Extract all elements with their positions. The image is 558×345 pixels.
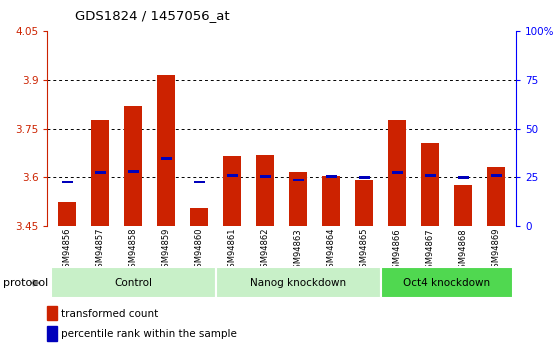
Bar — [227, 174, 238, 177]
Text: Nanog knockdown: Nanog knockdown — [250, 278, 347, 288]
Bar — [289, 172, 307, 226]
Bar — [128, 170, 138, 173]
Text: GSM94860: GSM94860 — [195, 228, 204, 274]
Bar — [47, 326, 56, 341]
Bar — [58, 201, 76, 226]
Bar — [359, 176, 369, 179]
Text: protocol: protocol — [3, 278, 48, 288]
Bar — [260, 175, 271, 178]
Bar — [388, 120, 406, 226]
Bar — [256, 155, 275, 226]
Text: GSM94864: GSM94864 — [327, 228, 336, 274]
Text: GSM94862: GSM94862 — [261, 228, 270, 274]
Text: GSM94859: GSM94859 — [162, 228, 171, 273]
FancyBboxPatch shape — [381, 267, 513, 298]
Text: GSM94866: GSM94866 — [393, 228, 402, 274]
Text: GSM94869: GSM94869 — [492, 228, 501, 274]
Bar — [425, 174, 436, 177]
Bar — [487, 168, 506, 226]
Text: GSM94857: GSM94857 — [96, 228, 105, 274]
Bar — [322, 176, 340, 226]
Text: transformed count: transformed count — [61, 309, 158, 318]
Bar — [392, 171, 403, 174]
Bar — [326, 175, 336, 178]
Text: GSM94861: GSM94861 — [228, 228, 237, 274]
Bar — [454, 185, 473, 226]
Bar — [62, 181, 73, 184]
Text: GSM94865: GSM94865 — [360, 228, 369, 274]
Text: Control: Control — [114, 278, 152, 288]
Bar — [194, 181, 205, 184]
FancyBboxPatch shape — [216, 267, 381, 298]
Bar — [223, 156, 242, 226]
Bar — [293, 179, 304, 181]
Bar — [458, 176, 469, 179]
Bar — [91, 120, 109, 226]
Bar — [124, 106, 142, 226]
FancyBboxPatch shape — [51, 267, 216, 298]
Text: percentile rank within the sample: percentile rank within the sample — [61, 329, 237, 339]
Bar — [190, 208, 208, 226]
Text: GDS1824 / 1457056_at: GDS1824 / 1457056_at — [75, 9, 230, 22]
Text: GSM94867: GSM94867 — [426, 228, 435, 274]
Bar — [47, 306, 56, 320]
Bar — [355, 180, 373, 226]
Text: GSM94858: GSM94858 — [129, 228, 138, 274]
Bar — [157, 75, 175, 226]
Text: Oct4 knockdown: Oct4 knockdown — [403, 278, 490, 288]
Bar — [421, 143, 439, 226]
Text: GSM94868: GSM94868 — [459, 228, 468, 274]
Bar — [491, 174, 502, 177]
Text: GSM94863: GSM94863 — [294, 228, 303, 274]
Bar — [95, 171, 105, 174]
Bar — [161, 157, 171, 160]
Text: GSM94856: GSM94856 — [62, 228, 72, 274]
